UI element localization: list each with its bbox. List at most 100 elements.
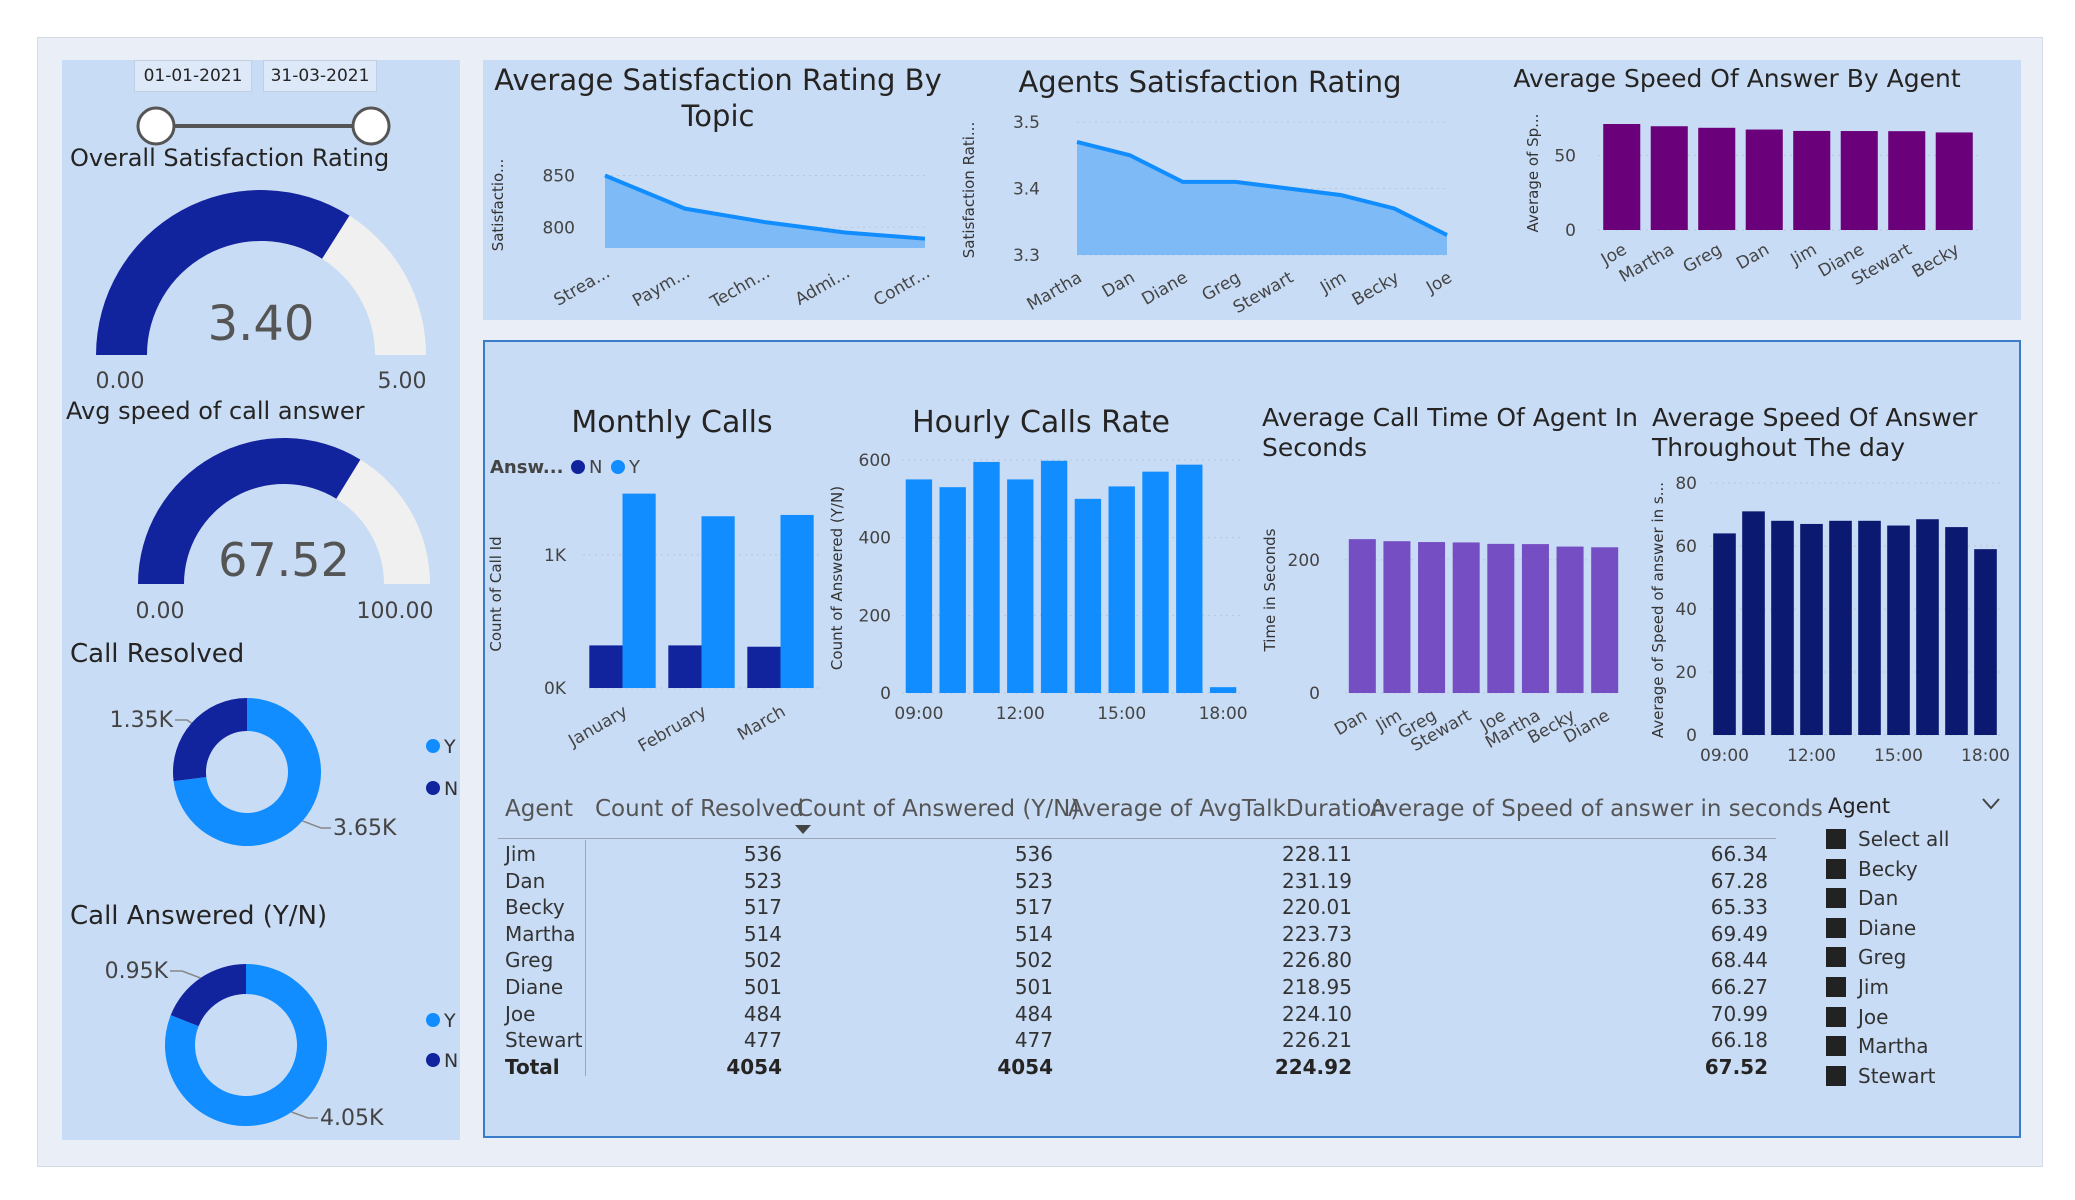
x-tick-label: 15:00 xyxy=(1874,746,1923,766)
agent-filter-label: Greg xyxy=(1858,945,1907,970)
table-header-divider xyxy=(498,838,1776,839)
table-cell: 501 xyxy=(1014,975,1053,999)
area-fill xyxy=(605,175,925,248)
checkbox-icon[interactable] xyxy=(1826,858,1846,879)
agent-filter-item[interactable]: Select all xyxy=(1826,826,1949,852)
y-axis-label: Count of Answered (Y/N) xyxy=(828,486,846,670)
table-total-cell: Total xyxy=(505,1055,560,1079)
legend-title: Answ... xyxy=(490,457,563,478)
table-total-cell: 4054 xyxy=(997,1055,1053,1079)
table-row-agent: Joe xyxy=(505,1001,536,1026)
main-panel xyxy=(483,340,2021,1138)
x-tick-label: 09:00 xyxy=(894,704,943,724)
agent-filter-item[interactable]: Diane xyxy=(1826,915,1916,941)
table-row-agent: Dan xyxy=(505,868,546,893)
table-cell: 523 xyxy=(1014,868,1053,893)
bar xyxy=(1800,523,1823,735)
table-cell: 70.99 xyxy=(1710,1001,1768,1026)
table-total-cell: 67.52 xyxy=(1704,1055,1768,1079)
y-tick-label: 0K xyxy=(544,679,567,699)
table-cell: 523 xyxy=(743,868,782,893)
bar xyxy=(973,461,1000,693)
bar xyxy=(1418,542,1446,693)
checkbox-icon[interactable] xyxy=(1826,1006,1846,1027)
checkbox-icon[interactable] xyxy=(1826,917,1846,938)
checkbox-icon[interactable] xyxy=(1826,888,1846,909)
legend-label-y: Y xyxy=(443,736,456,758)
y-tick-label: 0 xyxy=(1565,221,1576,241)
y-tick-label: 850 xyxy=(543,167,575,187)
table-header[interactable]: Average of AvgTalkDuration xyxy=(1068,796,1386,822)
table-cell: 517 xyxy=(1014,895,1053,920)
x-tick-label: 18:00 xyxy=(1199,704,1248,724)
chart-title: Hourly Calls Rate xyxy=(912,405,1170,440)
table-cell: 536 xyxy=(743,842,782,866)
chart-title: Average Speed Of Answer By Agent xyxy=(1513,64,1960,93)
legend-label-n: N xyxy=(444,778,458,800)
sort-arrow-icon[interactable] xyxy=(795,825,811,835)
table-cell: 514 xyxy=(743,921,782,946)
bar xyxy=(1108,486,1135,693)
agent-filter-item[interactable]: Jim xyxy=(1826,974,1889,1000)
legend-label-n: N xyxy=(444,1050,458,1072)
agent-filter-item[interactable]: Joe xyxy=(1826,1004,1888,1030)
y-tick-label: 3.3 xyxy=(1013,246,1040,266)
table-total-cell: 224.92 xyxy=(1274,1055,1352,1079)
table-header[interactable]: Count of Answered (Y/N) xyxy=(797,796,1080,822)
gauge-title: Overall Satisfaction Rating xyxy=(70,144,389,172)
table-row-agent: Martha xyxy=(505,921,576,946)
y-tick-label: 800 xyxy=(543,218,575,238)
checkbox-icon[interactable] xyxy=(1826,947,1846,968)
table-cell: 223.73 xyxy=(1282,921,1352,946)
table-total-cell: 4054 xyxy=(726,1055,782,1079)
y-tick-label: 50 xyxy=(1554,146,1576,166)
checkbox-icon[interactable] xyxy=(1826,1065,1846,1086)
table-header[interactable]: Average of Speed of answer in seconds xyxy=(1370,796,1823,822)
gauge-min-label: 0.00 xyxy=(96,369,145,394)
bar xyxy=(1745,129,1783,230)
agent-filter-item[interactable]: Stewart xyxy=(1826,1063,1936,1089)
table-header[interactable]: Agent xyxy=(505,796,574,822)
legend-label-y: Y xyxy=(443,1010,456,1032)
bar xyxy=(1074,498,1102,693)
agent-filter-item[interactable]: Martha xyxy=(1826,1033,1929,1059)
checkbox-icon[interactable] xyxy=(1826,829,1846,849)
donut-label-n: 1.35K xyxy=(110,708,174,733)
donut-label-y: 4.05K xyxy=(320,1106,384,1131)
end-date-box[interactable]: 31-03-2021 xyxy=(263,60,377,92)
slider-start-handle[interactable] xyxy=(136,106,176,146)
bar xyxy=(1858,520,1881,735)
donut-slice-n xyxy=(170,964,246,1027)
agent-filter-item[interactable]: Greg xyxy=(1826,944,1906,970)
bar xyxy=(1650,126,1688,230)
checkbox-icon[interactable] xyxy=(1826,1036,1846,1057)
gauge-fill xyxy=(96,189,350,355)
checkbox-icon[interactable] xyxy=(1826,977,1846,997)
table-row-agent: Stewart xyxy=(505,1028,583,1053)
agent-filter-item[interactable]: Dan xyxy=(1826,885,1898,911)
slider-end-handle[interactable] xyxy=(351,106,391,146)
donut-title: Call Answered (Y/N) xyxy=(70,901,327,931)
table-cell: 484 xyxy=(743,1001,782,1026)
table-row-agent: Becky xyxy=(505,895,565,920)
start-date-box[interactable]: 01-01-2021 xyxy=(134,60,252,92)
agent-filter-item[interactable]: Becky xyxy=(1826,856,1918,882)
table-cell: 477 xyxy=(1014,1028,1053,1053)
donut-title: Call Resolved xyxy=(70,639,244,669)
y-tick-label: 3.4 xyxy=(1013,180,1040,200)
bar xyxy=(1771,520,1794,735)
bar xyxy=(1591,547,1619,693)
table-cell: 502 xyxy=(1014,948,1053,973)
table-cell: 502 xyxy=(743,948,782,973)
table-header[interactable]: Count of Resolved xyxy=(595,796,804,822)
table-cell: 228.11 xyxy=(1282,842,1352,866)
bar-n xyxy=(747,646,781,688)
agent-filter-label: Joe xyxy=(1858,1004,1889,1029)
chevron-down-icon[interactable] xyxy=(1982,798,2000,810)
bar xyxy=(1888,131,1926,230)
table-cell: 484 xyxy=(1014,1001,1053,1026)
